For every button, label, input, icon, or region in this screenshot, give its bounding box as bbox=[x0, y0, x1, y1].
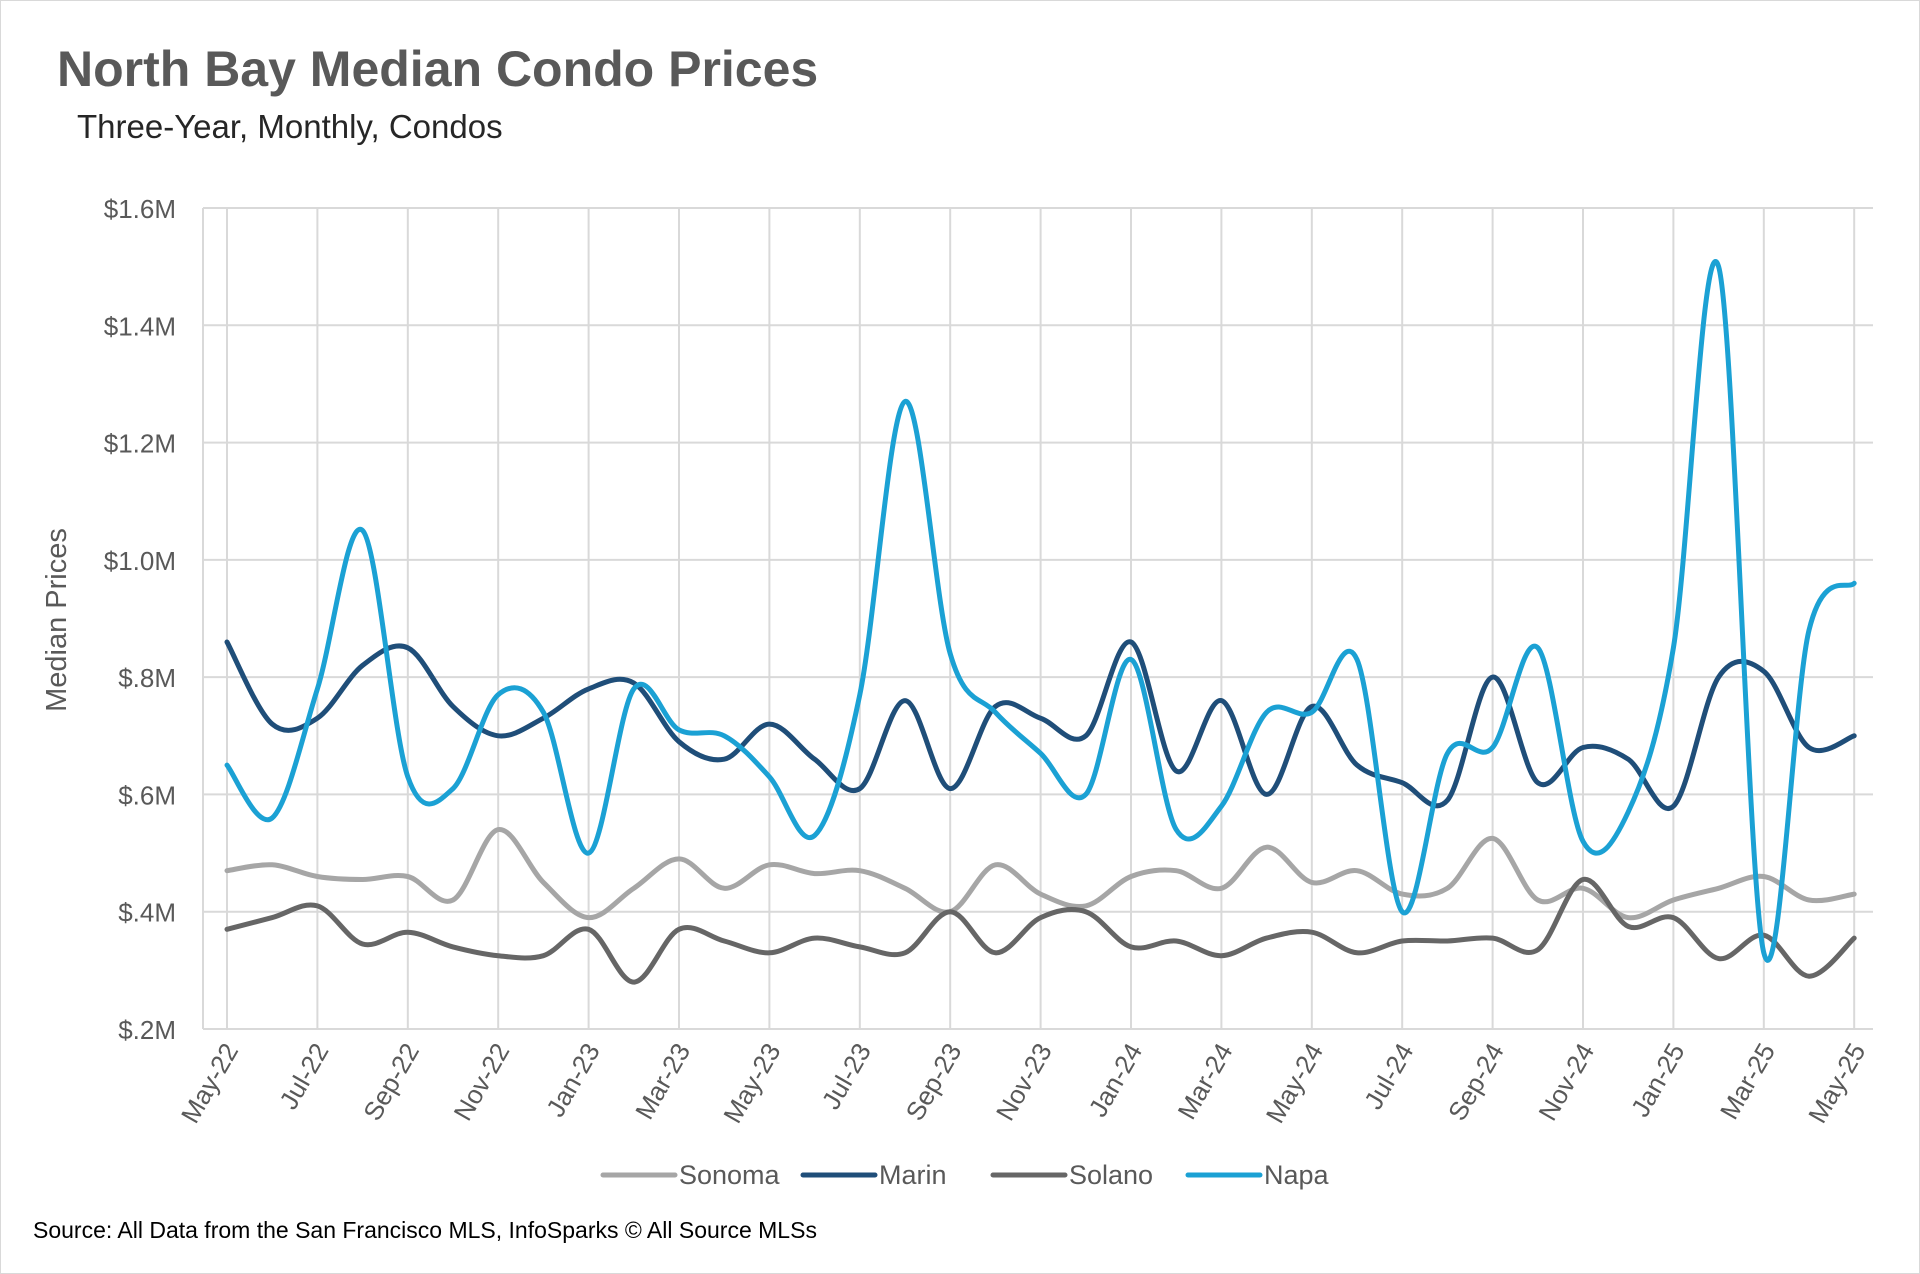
x-tick-label: Sep-24 bbox=[1442, 1038, 1510, 1126]
y-tick-label: $1.2M bbox=[104, 429, 176, 459]
legend-item-solano: Solano bbox=[990, 1160, 1153, 1190]
x-tick-label: May-23 bbox=[717, 1038, 786, 1128]
legend-label: Sonoma bbox=[679, 1160, 781, 1190]
y-tick-label: $.2M bbox=[118, 1015, 176, 1045]
y-tick-label: $1.0M bbox=[104, 546, 176, 576]
x-axis-tick-labels: May-22 Jul-22 Sep-22 Nov-22 Jan-23 Mar-23 May-… bbox=[175, 1038, 1872, 1128]
y-tick-label: $.6M bbox=[118, 780, 176, 810]
x-tick-label: May-24 bbox=[1260, 1038, 1329, 1128]
x-tick-label: Jan-25 bbox=[1625, 1038, 1691, 1122]
x-tick-label: Jan-23 bbox=[540, 1038, 606, 1122]
series-line-sonoma bbox=[224, 827, 1857, 921]
x-tick-label: Nov-23 bbox=[990, 1038, 1058, 1126]
x-tick-label: Mar-23 bbox=[629, 1038, 696, 1124]
x-tick-label: Nov-22 bbox=[448, 1038, 516, 1126]
chart-subtitle: Three-Year, Monthly, Condos bbox=[77, 108, 503, 145]
legend-item-sonoma: Sonoma bbox=[600, 1160, 781, 1190]
legend-label: Marin bbox=[879, 1160, 947, 1190]
legend-item-marin: Marin bbox=[800, 1160, 947, 1190]
x-tick-label: Jul-22 bbox=[273, 1038, 334, 1114]
series-line-marin bbox=[224, 639, 1857, 811]
legend-item-napa: Napa bbox=[1185, 1160, 1330, 1190]
legend: Sonoma Marin Solano Napa bbox=[600, 1160, 1330, 1190]
x-tick-label: Mar-25 bbox=[1714, 1038, 1781, 1124]
legend-label: Solano bbox=[1069, 1160, 1153, 1190]
series-line-solano bbox=[224, 876, 1857, 985]
y-axis-label: Median Prices bbox=[41, 528, 73, 712]
x-tick-label: May-22 bbox=[175, 1038, 244, 1128]
legend-label: Napa bbox=[1264, 1160, 1330, 1190]
series-lines bbox=[224, 259, 1857, 985]
x-tick-label: Sep-23 bbox=[899, 1038, 967, 1126]
x-tick-label: Jan-24 bbox=[1082, 1038, 1148, 1122]
y-axis-tick-labels: $.2M $.4M $.6M $.8M $1.0M $1.2M $1.4M $1.6M bbox=[104, 194, 176, 1045]
chart-title: North Bay Median Condo Prices bbox=[57, 41, 819, 97]
y-tick-label: $1.4M bbox=[104, 311, 176, 341]
x-tick-label: Mar-24 bbox=[1171, 1038, 1238, 1124]
y-tick-label: $.4M bbox=[118, 898, 176, 928]
y-tick-label: $1.6M bbox=[104, 194, 176, 224]
x-tick-label: Jul-24 bbox=[1358, 1038, 1419, 1114]
x-tick-label: Jul-23 bbox=[816, 1038, 877, 1114]
x-tick-label: Nov-24 bbox=[1532, 1038, 1600, 1126]
x-tick-label: Sep-22 bbox=[357, 1038, 425, 1126]
source-note: Source: All Data from the San Francisco … bbox=[33, 1217, 817, 1243]
series-line-napa bbox=[224, 259, 1857, 963]
y-tick-label: $.8M bbox=[118, 663, 176, 693]
horizontal-gridlines bbox=[203, 207, 1873, 1030]
x-tick-label: May-25 bbox=[1802, 1038, 1871, 1128]
